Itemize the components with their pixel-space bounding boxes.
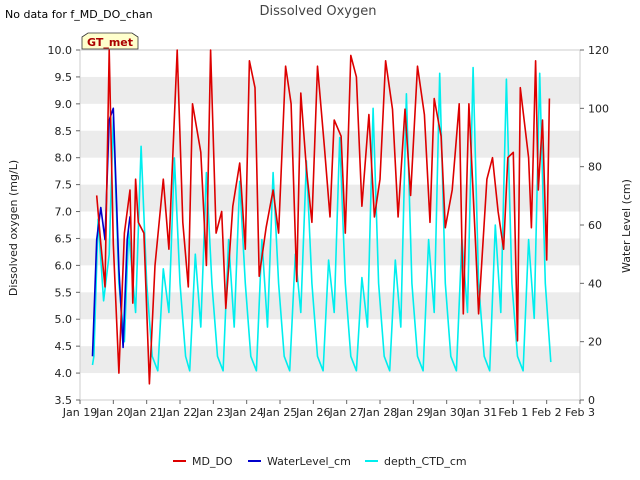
y-tick-label: 6.5 xyxy=(55,232,73,245)
x-tick-label: Jan 24 xyxy=(228,406,263,419)
y-tick-label: 9.5 xyxy=(55,71,73,84)
grid-band xyxy=(80,346,580,374)
y-tick-label: 9.0 xyxy=(55,98,73,111)
grid-band xyxy=(80,76,580,104)
grid-band xyxy=(80,130,580,158)
y-tick-label: 10.0 xyxy=(48,44,73,57)
x-tick-label: Jan 21 xyxy=(128,406,163,419)
legend: MD_DO WaterLevel_cm depth_CTD_cm xyxy=(173,455,467,468)
y-tick-label: 7.0 xyxy=(55,206,73,219)
series-layer xyxy=(91,49,552,385)
x-tick-label: Jan 27 xyxy=(328,406,363,419)
y-tick-label: 4.0 xyxy=(55,367,73,380)
x-tick-label: Feb 2 xyxy=(532,406,562,419)
y-tick-label: 4.5 xyxy=(55,340,73,353)
site-badge-shape xyxy=(81,32,139,50)
y-tick-label: 5.0 xyxy=(55,313,73,326)
series-line-md-do xyxy=(95,49,551,385)
y-tick-label: 5.5 xyxy=(55,286,73,299)
x-tick-label: Jan 30 xyxy=(428,406,463,419)
plot-background-bands xyxy=(80,76,580,374)
y2-tick-label: 40 xyxy=(588,277,602,290)
grid-band xyxy=(80,292,580,320)
x-tick-label: Jan 26 xyxy=(295,406,330,419)
x-tick-label: Jan 22 xyxy=(162,406,197,419)
y-axis-label-right: Water Level (cm) xyxy=(620,179,633,273)
y2-tick-label: 80 xyxy=(588,161,602,174)
y2-tick-label: 0 xyxy=(588,394,595,407)
legend-label-depth-ctd: depth_CTD_cm xyxy=(384,455,467,468)
x-tick-label: Jan 20 xyxy=(95,406,130,419)
x-tick-label: Jan 23 xyxy=(195,406,230,419)
site-badge: GT_met xyxy=(81,32,139,50)
x-tick-label: Feb 1 xyxy=(498,406,528,419)
y2-tick-label: 100 xyxy=(588,102,609,115)
y-tick-label: 7.5 xyxy=(55,179,73,192)
x-tick-label: Jan 19 xyxy=(62,406,97,419)
x-tick-label: Feb 3 xyxy=(565,406,595,419)
x-tick-label: Jan 29 xyxy=(395,406,430,419)
y-axis-label-left: Dissolved oxygen (mg/L) xyxy=(7,160,20,296)
y2-tick-label: 60 xyxy=(588,219,602,232)
y-tick-label: 3.5 xyxy=(55,394,73,407)
y2-tick-label: 120 xyxy=(588,44,609,57)
legend-label-md-do: MD_DO xyxy=(192,455,233,468)
y-tick-label: 8.5 xyxy=(55,125,73,138)
chart-title: Dissolved Oxygen xyxy=(260,4,377,19)
no-data-note: No data for f_MD_DO_chan xyxy=(5,8,153,21)
x-tick-label: Jan 31 xyxy=(462,406,497,419)
x-tick-label: Jan 25 xyxy=(262,406,297,419)
y-tick-label: 8.0 xyxy=(55,152,73,165)
site-badge-label: GT_met xyxy=(87,36,133,49)
series-line-depth-ctd-cm xyxy=(91,66,552,372)
y-tick-label: 6.0 xyxy=(55,259,73,272)
x-tick-label: Jan 28 xyxy=(362,406,397,419)
legend-label-waterlevel: WaterLevel_cm xyxy=(267,455,351,468)
axis-ticks: 3.5 4.0 4.5 5.0 5.5 6.0 6.5 7.0 7.5 8.0 8.5 9.0 9.5 1… xyxy=(48,44,610,419)
y2-tick-label: 20 xyxy=(588,336,602,349)
